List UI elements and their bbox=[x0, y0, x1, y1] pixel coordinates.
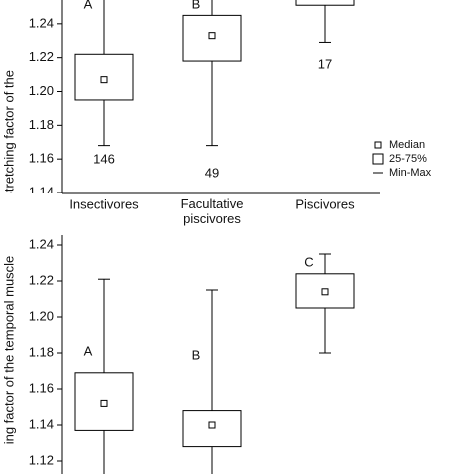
legend-label: Min-Max bbox=[389, 167, 432, 179]
plot: 1.12 1.14 1.16 1.18 1.20 1.22 1.24 ing factor o… bbox=[1, 236, 355, 474]
group-label: A bbox=[84, 343, 93, 358]
y-tick-label: 1.16 bbox=[29, 380, 54, 395]
group-label: B bbox=[192, 0, 201, 11]
median bbox=[208, 32, 216, 40]
y-axis-label: ing factor of the temporal muscle bbox=[1, 256, 16, 445]
median bbox=[100, 399, 108, 407]
legend-box bbox=[372, 153, 384, 165]
y-tick-label: 1.14 bbox=[29, 184, 54, 199]
y-tick-label: 1.20 bbox=[29, 83, 54, 98]
y-tick-label: 1.22 bbox=[29, 272, 54, 287]
legend-median bbox=[374, 141, 382, 149]
x-tick-label: Piscivores bbox=[295, 196, 355, 211]
y-tick-label: 1.18 bbox=[29, 344, 54, 359]
median bbox=[100, 76, 108, 84]
y-tick-label: 1.16 bbox=[29, 151, 54, 166]
y-tick-label: 1.20 bbox=[29, 308, 54, 323]
median bbox=[208, 421, 216, 429]
group-label: B bbox=[192, 347, 201, 362]
y-tick-label: 1.22 bbox=[29, 49, 54, 64]
y-tick-label: 1.12 bbox=[29, 452, 54, 467]
box bbox=[182, 410, 242, 448]
y-tick-label: 1.24 bbox=[29, 15, 54, 30]
n-label: 49 bbox=[205, 165, 219, 180]
y-tick-label: 1.18 bbox=[29, 117, 54, 132]
y-tick-label: 1.24 bbox=[29, 236, 54, 251]
plot: 1.141.161.181.201.221.241.26Stretching f… bbox=[1, 0, 355, 201]
median bbox=[321, 288, 329, 296]
n-label: 146 bbox=[93, 151, 115, 166]
group-label: A bbox=[84, 0, 93, 11]
y-tick-label: 1.14 bbox=[29, 416, 54, 431]
legend-label: Median bbox=[389, 139, 425, 151]
x-tick-label: Facultative piscivores bbox=[181, 196, 244, 226]
legend-label: 25-75% bbox=[389, 153, 427, 165]
group-label: C bbox=[304, 254, 313, 269]
box bbox=[295, 0, 355, 6]
n-label: 17 bbox=[318, 56, 332, 71]
y-axis-label: Stretching factor of the bbox=[1, 70, 16, 201]
x-tick-label: Insectivores bbox=[69, 196, 139, 211]
